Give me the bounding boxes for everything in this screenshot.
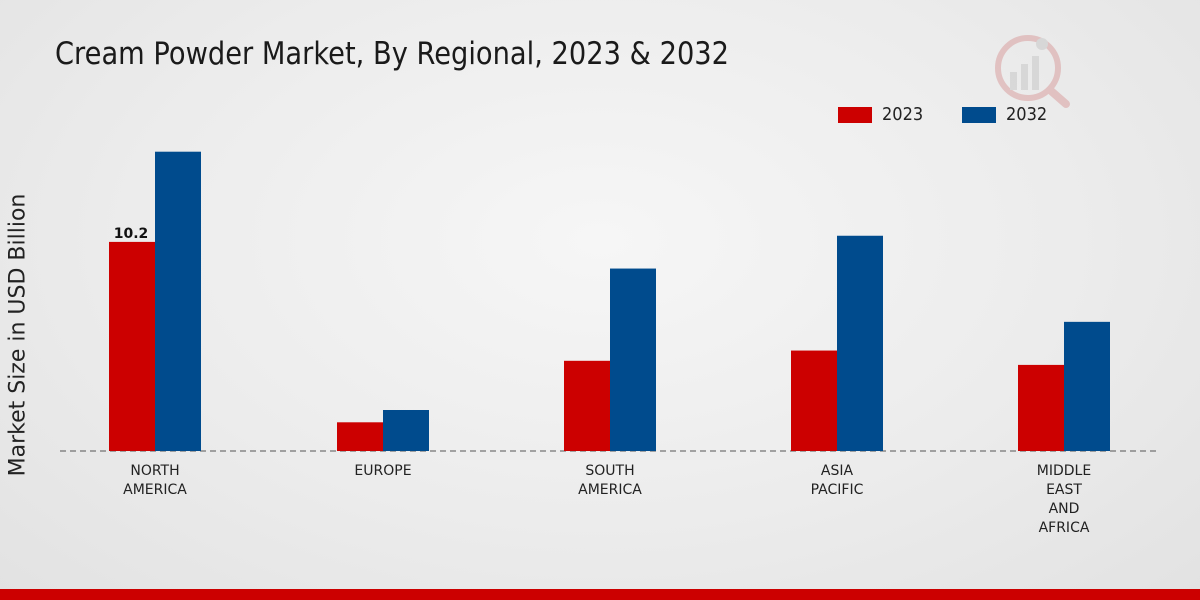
bar-2032-2 (610, 268, 656, 451)
bar-2023-0 (109, 241, 155, 451)
market-research-logo-icon (995, 35, 1070, 108)
bar-2023-2 (564, 360, 610, 451)
data-label-0: 10.2 (114, 226, 149, 242)
x-tick-label-1-0: EUROPE (354, 463, 411, 479)
legend-swatch-2023 (838, 106, 872, 123)
bar-2023-3 (791, 350, 837, 451)
x-tick-label-3-1: PACIFIC (811, 482, 864, 498)
x-tick-label-3-0: ASIA (821, 463, 854, 479)
x-tick-label-4-0: MIDDLE (1037, 463, 1091, 479)
legend-item-2032: 2032 (961, 104, 1052, 125)
footer-bar (0, 589, 1200, 600)
bar-2023-4 (1018, 364, 1064, 451)
chart-title: Cream Powder Market, By Regional, 2023 &… (55, 36, 730, 72)
bar-2032-3 (837, 235, 883, 451)
x-tick-label-0-1: AMERICA (123, 482, 187, 498)
x-tick-label-4-3: AFRICA (1039, 520, 1090, 536)
legend-item-2023: 2023 (838, 104, 928, 125)
x-tick-label-0-0: NORTH (130, 463, 179, 479)
chart-legend: 2023 2032 (838, 104, 1086, 125)
x-tick-label-4-2: AND (1049, 501, 1080, 517)
x-tick-label-2-0: SOUTH (585, 463, 634, 479)
legend-swatch-2032 (961, 106, 996, 123)
bar-2032-4 (1064, 321, 1110, 451)
x-tick-label-4-1: EAST (1046, 482, 1082, 498)
bar-2032-1 (383, 410, 429, 451)
bar-2032-0 (155, 151, 201, 451)
legend-label-2023: 2023 (882, 104, 924, 125)
bar-2023-1 (337, 422, 383, 451)
x-tick-label-2-1: AMERICA (578, 482, 642, 498)
legend-label-2032: 2032 (1005, 104, 1048, 125)
